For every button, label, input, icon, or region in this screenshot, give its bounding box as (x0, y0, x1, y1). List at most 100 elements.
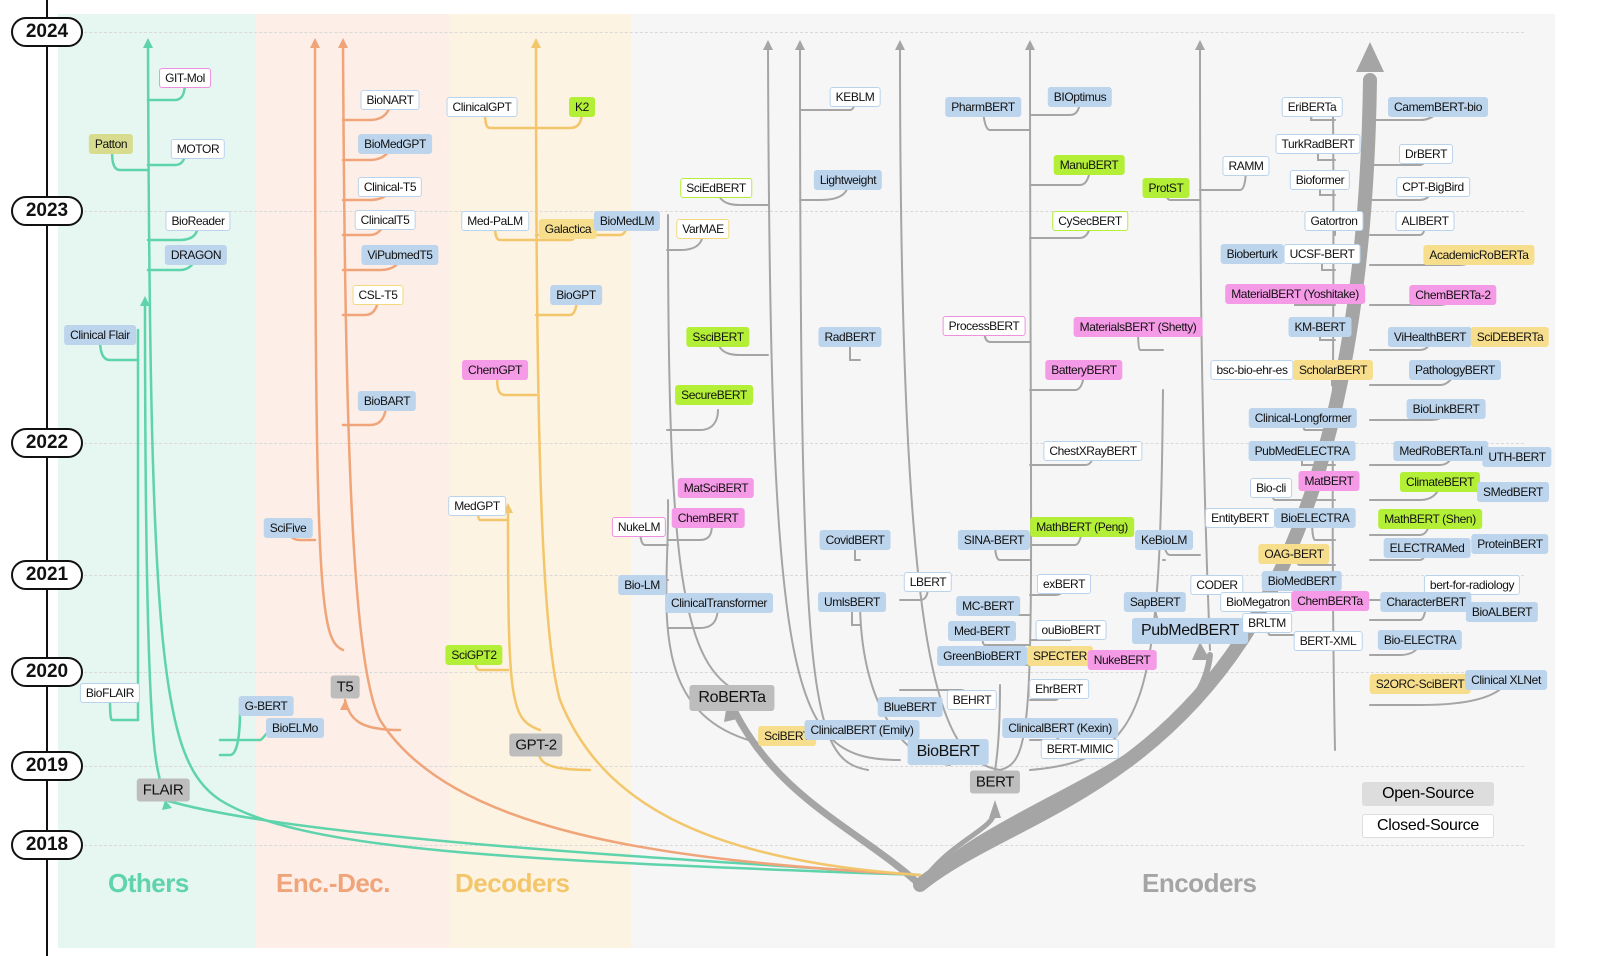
category-encdec: Enc.-Dec. (276, 868, 391, 898)
node-mathbertshen: MathBERT (Shen) (1378, 509, 1482, 529)
node-electramed: ELECTRAMed (1383, 538, 1471, 558)
node-s2orcscibert: S2ORC-SciBERT (1369, 674, 1471, 694)
node-biomegatron: BioMegatron (1220, 592, 1296, 612)
node-flair: FLAIR (136, 778, 190, 802)
node-exbert: exBERT (1036, 574, 1092, 594)
node-clinicalbertemily: ClinicalBERT (Emily) (804, 720, 920, 740)
node-bioberturk: Bioberturk (1220, 244, 1284, 264)
node-sscibert: SsciBERT (686, 327, 750, 347)
node-varmae: VarMAE (676, 219, 730, 239)
node-gpt2: GPT-2 (509, 733, 563, 757)
node-gatortron: Gatortron (1304, 211, 1364, 231)
node-bioelectra: BioELECTRA (1274, 508, 1356, 528)
node-sapbert: SapBERT (1123, 592, 1187, 612)
node-kebl: KEBLM (829, 87, 881, 107)
node-bioreader: BioReader (165, 211, 231, 231)
category-decoders: Decoders (455, 868, 570, 898)
node-eriberta: EriBERTa (1281, 97, 1343, 117)
node-biomedgpt: BioMedGPT (358, 134, 432, 154)
node-materialsbertshetty: MaterialsBERT (Shetty) (1073, 317, 1203, 337)
legend-open-source: Open-Source (1362, 782, 1494, 806)
node-scibert: SciBERT (758, 726, 816, 746)
node-vihealthbert: ViHealthBERT (1387, 327, 1473, 347)
node-chestxraybert: ChestXRayBERT (1043, 441, 1143, 461)
node-kmbert: KM-BERT (1288, 317, 1352, 337)
year-2019: 2019 (11, 751, 83, 781)
node-brltm: BRLTM (1242, 613, 1292, 633)
node-biobert: BioBERT (907, 739, 989, 765)
node-biocli: Bio-cli (1250, 478, 1292, 498)
node-radbert: RadBERT (818, 327, 882, 347)
node-clinicallongformer: Clinical-Longformer (1248, 408, 1358, 428)
node-protst: ProtST (1142, 178, 1190, 198)
node-gbert: G-BERT (238, 696, 294, 716)
node-bioalbert: BioALBERT (1465, 602, 1539, 622)
year-2020: 2020 (11, 657, 83, 687)
node-galactica: Galactica (538, 219, 598, 239)
node-bioelmo: BioELMo (266, 718, 324, 738)
node-bioptimus: BIOptimus (1047, 87, 1113, 107)
node-gitmol: GIT-Mol (159, 68, 211, 88)
node-drbert: DrBERT (1398, 144, 1454, 164)
node-chemberta: ChemBERTa (1291, 591, 1369, 611)
node-nukebert: NukeBERT (1087, 650, 1157, 670)
node-alibert: ALIBERT (1395, 211, 1455, 231)
node-biogpt: BioGPT (550, 285, 602, 305)
node-clinicalt5b: ClinicalT5 (354, 210, 416, 230)
node-biobart: BioBART (357, 391, 417, 411)
node-processbert: ProcessBERT (942, 316, 1026, 336)
node-clinicaltransformer: ClinicalTransformer (665, 593, 773, 613)
node-bertforradiology: bert-for-radiology (1423, 575, 1521, 595)
node-bioformer: Bioformer (1289, 170, 1351, 190)
node-academicroberta: AcademicRoBERTa (1423, 245, 1535, 265)
node-batterybert: BatteryBERT (1045, 360, 1123, 380)
node-mcbert: MC-BERT (956, 596, 1020, 616)
category-others: Others (108, 868, 189, 898)
node-sinabert: SINA-BERT (957, 530, 1031, 550)
node-ramm: RAMM (1222, 156, 1270, 176)
node-bluebert: BlueBERT (877, 697, 943, 717)
node-lbert: LBERT (903, 572, 953, 592)
node-motor: MOTOR (170, 139, 226, 159)
node-chembert: ChemBERT (671, 508, 745, 528)
node-clinicalbertkexin: ClinicalBERT (Kexin) (1002, 718, 1118, 738)
category-encoders: Encoders (1142, 868, 1257, 898)
node-chemberta2: ChemBERTa-2 (1409, 285, 1497, 305)
node-bioflair: BioFLAIR (79, 683, 141, 703)
node-clinicalxlnet: Clinical XLNet (1465, 670, 1547, 690)
node-lightweight: Lightweight (813, 170, 883, 190)
node-biomedbert: BioMedBERT (1261, 571, 1343, 591)
node-covidbert: CovidBERT (819, 530, 891, 550)
gridline-2022 (84, 443, 1524, 444)
node-cslt5: CSL-T5 (352, 285, 404, 305)
node-greenbiobert: GreenBioBERT (937, 646, 1027, 666)
node-cysecbert: CySecBERT (1052, 211, 1128, 231)
node-behrt: BEHRT (946, 690, 998, 710)
node-pharmbert: PharmBERT (945, 97, 1021, 117)
node-clinicalflair: Clinical Flair (64, 325, 136, 345)
node-clinicalgpt: ClinicalGPT (446, 97, 518, 117)
node-oagbert: OAG-BERT (1258, 544, 1330, 564)
node-bionart: BioNART (360, 90, 420, 110)
node-medrobertanl: MedRoBERTa.nl (1393, 441, 1489, 461)
node-specter: SPECTER (1027, 646, 1093, 666)
node-securebert: SecureBERT (675, 385, 753, 405)
node-roberta: RoBERTa (689, 685, 775, 711)
node-chemgpt: ChemGPT (462, 360, 528, 380)
gridline-2023 (84, 211, 1524, 212)
node-uthbert: UTH-BERT (1482, 447, 1552, 467)
gridline-2021 (84, 575, 1524, 576)
node-bscbioehres: bsc-bio-ehr-es (1210, 360, 1294, 380)
node-smedbert: SMedBERT (1477, 482, 1549, 502)
node-oubiobert: ouBioBERT (1035, 620, 1107, 640)
node-pubmedbert: PubMedBERT (1132, 618, 1248, 644)
gridline-2020 (84, 672, 1524, 673)
node-scigpt2: SciGPT2 (445, 645, 503, 665)
year-2024: 2024 (11, 17, 83, 47)
gridline-2024 (84, 32, 1524, 33)
node-bertxml: BERT-XML (1293, 631, 1363, 651)
node-pubmedelectra: PubMedELECTRA (1248, 441, 1356, 461)
node-k2: K2 (569, 97, 595, 117)
node-bert: BERT (969, 770, 1021, 794)
gridline-2019 (84, 766, 1524, 767)
